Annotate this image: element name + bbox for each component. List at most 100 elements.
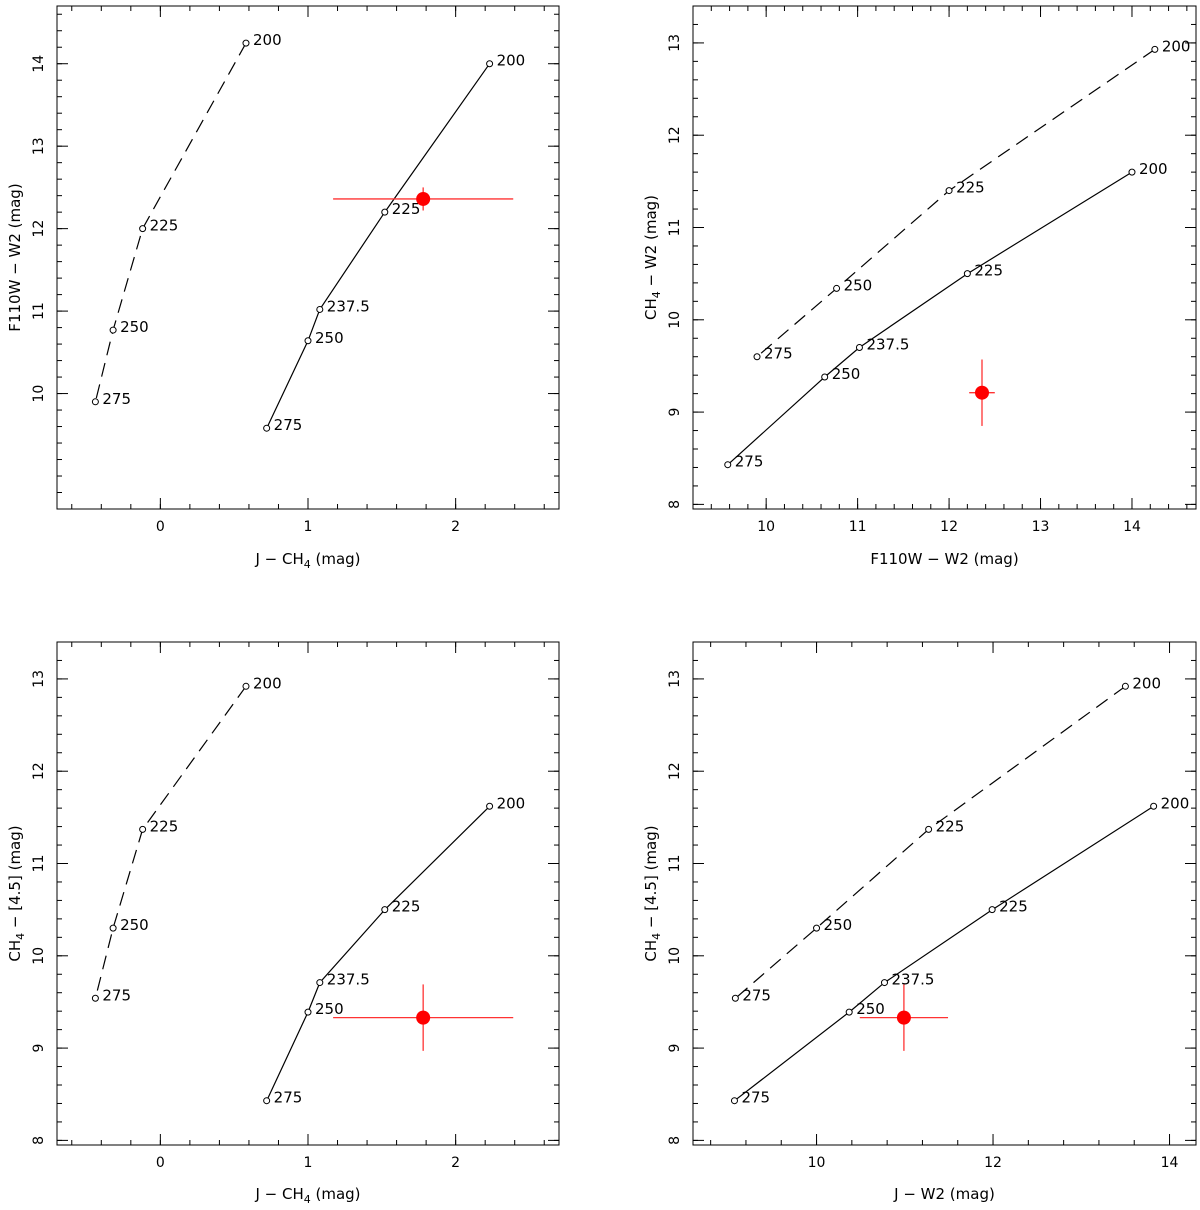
axis-title-tail: (mag): [311, 1185, 361, 1203]
x-tick-label: 2: [451, 519, 460, 535]
temperature-label: 200: [497, 794, 526, 812]
y-tick-label: 13: [31, 137, 47, 155]
temperature-label: 225: [936, 817, 965, 835]
series-line-solid: [266, 63, 491, 429]
y-axis-title: F110W − W2 (mag): [6, 183, 24, 331]
data-point: [1128, 168, 1136, 176]
temperature-label: 200: [1161, 794, 1190, 812]
temperature-label: 200: [253, 674, 282, 692]
data-point: [381, 906, 389, 914]
axis-title-subscript: 4: [14, 933, 27, 940]
data-point: [91, 994, 99, 1002]
x-axis-title: J − W2 (mag): [893, 1185, 995, 1203]
data-point: [724, 461, 732, 469]
temperature-label: 275: [274, 416, 303, 434]
temperature-label: 200: [1162, 37, 1191, 55]
y-tick-label: 11: [667, 219, 683, 237]
x-tick-label: 10: [757, 519, 775, 535]
x-tick-label: 12: [940, 519, 958, 535]
data-point: [263, 424, 271, 432]
plot-frame: [692, 641, 1197, 1146]
x-tick-label: 0: [156, 519, 165, 535]
data-point: [845, 1008, 853, 1016]
temperature-label: 225: [392, 200, 421, 218]
data-point: [263, 1097, 271, 1105]
temperature-label: 275: [741, 1089, 770, 1107]
y-tick-label: 12: [31, 220, 47, 238]
series-line-dashed: [94, 685, 247, 999]
y-axis-title: CH4 − [4.5] (mag): [642, 825, 663, 961]
data-point: [91, 398, 99, 406]
data-point: [304, 1008, 312, 1016]
series-line-dashed: [756, 48, 1156, 358]
axis-title-subscript: 4: [650, 933, 663, 940]
x-tick-label: 0: [156, 1155, 165, 1171]
axis-title-subscript: 4: [304, 558, 311, 571]
data-point: [988, 906, 996, 914]
temperature-label: 250: [824, 916, 853, 934]
y-tick-label: 8: [667, 500, 683, 509]
observed-point: [896, 1010, 911, 1025]
axis-title-main: F110W − W2 (mag): [6, 183, 24, 331]
data-point: [242, 39, 250, 47]
axis-title-tail: − W2 (mag): [642, 195, 660, 291]
y-axis-title: CH4 − [4.5] (mag): [6, 825, 27, 961]
data-point: [139, 225, 147, 233]
x-tick-label: 1: [304, 519, 313, 535]
series-line-solid: [734, 805, 1154, 1102]
series-line-solid: [727, 171, 1133, 466]
series-line-dashed: [94, 42, 247, 402]
axis-title-main: CH: [642, 298, 660, 320]
series-line-dashed: [735, 685, 1126, 999]
data-point: [821, 373, 829, 381]
temperature-label: 237.5: [327, 297, 370, 315]
y-tick-label: 11: [31, 855, 47, 873]
data-point: [833, 284, 841, 292]
data-point: [753, 353, 761, 361]
temperature-label: 237.5: [327, 971, 370, 989]
data-point: [1150, 802, 1158, 810]
x-tick-label: 12: [984, 1155, 1002, 1171]
temperature-label: 237.5: [866, 335, 909, 353]
axis-title-main: J − W2 (mag): [893, 1185, 995, 1203]
x-tick-label: 14: [1161, 1155, 1179, 1171]
x-tick-label: 2: [451, 1155, 460, 1171]
temperature-label: 275: [102, 986, 131, 1004]
y-tick-label: 10: [31, 947, 47, 965]
temperature-label: 225: [150, 817, 179, 835]
data-point: [109, 326, 117, 334]
data-point: [730, 1097, 738, 1105]
axis-title-main: J − CH: [254, 550, 303, 568]
x-axis-title: F110W − W2 (mag): [870, 550, 1018, 568]
y-tick-label: 13: [31, 670, 47, 688]
data-point: [316, 979, 324, 987]
temperature-label: 225: [999, 898, 1028, 916]
plot-frame: [692, 5, 1197, 510]
series-line-solid: [266, 805, 491, 1101]
axis-title-tail: − [4.5] (mag): [642, 825, 660, 932]
data-point: [855, 343, 863, 351]
data-point: [945, 187, 953, 195]
y-tick-label: 14: [31, 55, 47, 73]
y-tick-label: 10: [667, 311, 683, 329]
plot-frame: [56, 641, 560, 1146]
data-point: [813, 924, 821, 932]
y-tick-label: 11: [31, 302, 47, 320]
data-point: [731, 994, 739, 1002]
axis-title-subscript: 4: [650, 291, 663, 298]
data-point: [925, 825, 933, 833]
temperature-label: 250: [120, 318, 149, 336]
x-tick-label: 1: [304, 1155, 313, 1171]
y-tick-label: 8: [667, 1136, 683, 1145]
temperature-label: 250: [844, 276, 873, 294]
temperature-label: 225: [956, 179, 985, 197]
observed-point: [416, 1010, 431, 1025]
data-point: [304, 337, 312, 345]
y-tick-label: 10: [31, 385, 47, 403]
y-tick-label: 8: [31, 1136, 47, 1145]
y-tick-label: 12: [667, 762, 683, 780]
axis-title-main: CH: [642, 940, 660, 962]
y-tick-label: 11: [667, 855, 683, 873]
